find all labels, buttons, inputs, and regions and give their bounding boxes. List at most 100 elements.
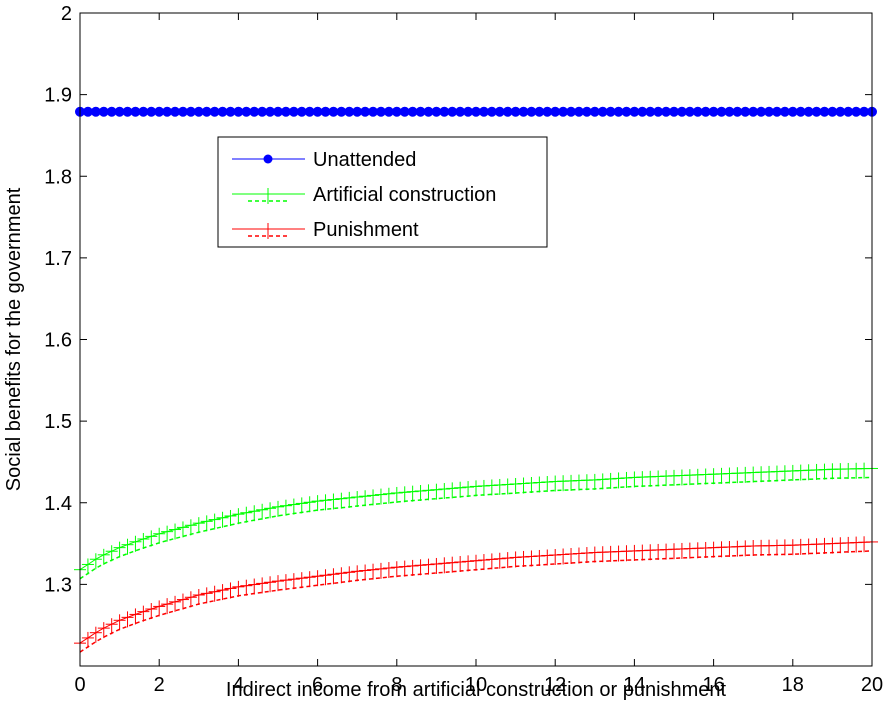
data-point — [446, 482, 459, 499]
data-point — [137, 532, 150, 549]
data-point — [367, 489, 380, 506]
data-point — [184, 591, 197, 608]
data-point — [264, 502, 277, 519]
data-point — [438, 557, 451, 574]
data-point — [446, 556, 459, 573]
data-point — [161, 525, 174, 542]
data-point — [240, 506, 253, 523]
data-point — [287, 498, 300, 515]
series-punishment — [74, 535, 878, 654]
data-point — [462, 555, 475, 572]
data-point — [81, 558, 94, 575]
data-point — [438, 483, 451, 500]
data-point — [422, 558, 435, 575]
data-point — [351, 565, 364, 582]
data-point — [121, 538, 134, 555]
data-point — [176, 593, 189, 610]
data-point — [406, 559, 419, 576]
data-point — [224, 582, 237, 599]
data-point — [382, 487, 395, 504]
data-point — [216, 511, 229, 528]
data-point — [129, 608, 142, 625]
data-point — [81, 631, 94, 648]
y-tick-label: 1.5 — [44, 411, 72, 433]
data-point — [414, 559, 427, 576]
data-point — [113, 614, 126, 631]
data-point — [145, 603, 158, 620]
x-tick-label: 4 — [233, 674, 244, 696]
data-point — [248, 505, 261, 522]
data-point — [462, 481, 475, 498]
data-point — [208, 585, 221, 602]
data-point — [272, 575, 284, 592]
legend-marker — [263, 154, 273, 164]
data-point — [398, 560, 411, 577]
data-point — [137, 605, 150, 622]
data-point — [200, 587, 213, 604]
x-tick-label: 10 — [465, 674, 487, 696]
series-layer — [74, 106, 878, 654]
data-point — [501, 552, 514, 569]
data-point — [161, 598, 174, 615]
y-tick-label: 2 — [61, 3, 72, 25]
data-point — [374, 488, 387, 505]
data-point — [169, 523, 182, 540]
x-tick-label: 20 — [861, 674, 883, 696]
data-point — [184, 519, 197, 536]
data-point — [256, 577, 269, 594]
data-point — [248, 578, 261, 595]
data-point — [319, 494, 332, 511]
data-point — [454, 481, 467, 498]
data-point — [470, 554, 482, 571]
x-axis-label: Indirect income from artificial construc… — [226, 679, 727, 701]
y-tick-label: 1.9 — [44, 85, 72, 107]
data-point — [176, 521, 189, 538]
data-point — [414, 484, 427, 501]
x-tick-label: 6 — [312, 674, 323, 696]
x-tick-label: 14 — [623, 674, 645, 696]
data-point — [303, 571, 316, 588]
legend-label-unattended: Unattended — [313, 149, 416, 171]
y-tick-label: 1.6 — [44, 330, 72, 352]
data-point — [359, 564, 372, 581]
data-point — [390, 561, 403, 578]
x-tick-label: 16 — [702, 674, 724, 696]
data-point — [422, 484, 435, 501]
data-point — [256, 503, 269, 520]
series-artificial-construction — [74, 462, 878, 580]
x-tick-label: 2 — [154, 674, 165, 696]
legend-entry-unattended: Unattended — [232, 149, 416, 171]
data-point — [153, 527, 166, 544]
data-point — [105, 545, 118, 562]
data-point — [129, 535, 142, 552]
data-point — [232, 508, 245, 525]
data-point — [232, 580, 245, 597]
data-point — [272, 500, 284, 517]
data-point — [327, 568, 340, 585]
x-tick-label: 18 — [782, 674, 804, 696]
data-point — [430, 557, 443, 574]
data-point — [240, 579, 253, 596]
data-point — [390, 486, 403, 503]
data-point — [105, 618, 118, 635]
y-tick-label: 1.7 — [44, 248, 72, 270]
data-point — [145, 530, 158, 547]
data-point — [224, 509, 237, 526]
legend-label-artificial-construction: Artificial construction — [313, 184, 496, 206]
data-point — [216, 584, 229, 601]
data-point — [200, 515, 213, 532]
data-point — [279, 574, 292, 591]
data-point — [311, 570, 324, 587]
data-point — [485, 553, 498, 570]
data-point — [477, 554, 490, 571]
data-point — [97, 622, 110, 639]
data-point — [359, 490, 372, 507]
data-point — [192, 517, 205, 534]
data-point — [97, 548, 110, 565]
data-point — [406, 485, 419, 502]
data-point — [454, 556, 467, 573]
data-point — [367, 563, 380, 580]
legend-label-punishment: Punishment — [313, 219, 419, 241]
